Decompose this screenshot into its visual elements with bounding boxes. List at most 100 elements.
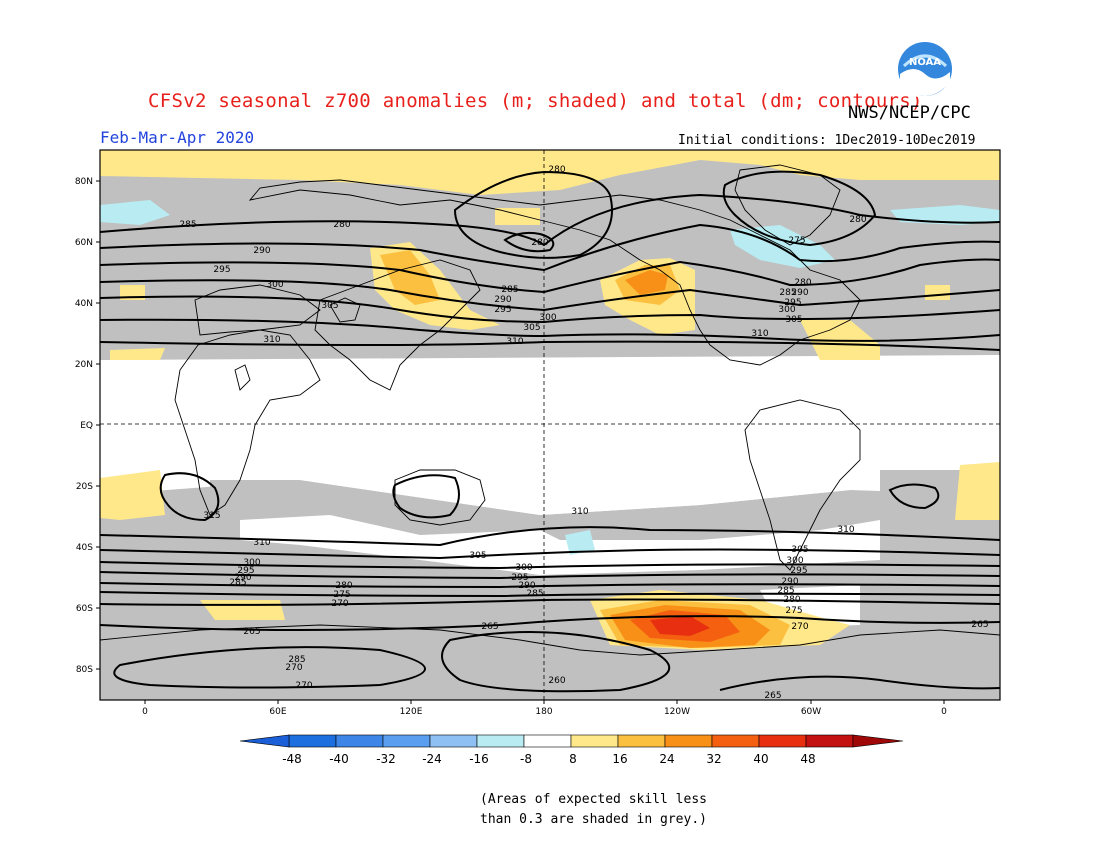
colorbar-ticks: -48 -40 -32 -24 -16 -8 8 16 24 32 40 48 bbox=[282, 752, 815, 766]
contour-label: 280 bbox=[794, 278, 811, 288]
colorbar-low-arrow bbox=[239, 734, 290, 748]
lat-label: 60N bbox=[75, 238, 93, 248]
contour-label: 315 bbox=[203, 511, 220, 521]
contour-label: 310 bbox=[253, 538, 270, 548]
colorbar-tick: -24 bbox=[422, 752, 442, 766]
colorbar-tick: -32 bbox=[376, 752, 396, 766]
contour-labels: 280 280 280 285 290 295 300 305 310 285 … bbox=[179, 165, 988, 701]
colorbar-cell bbox=[570, 734, 619, 748]
contour-label: 280 bbox=[548, 165, 565, 175]
agency-label: NWS/NCEP/CPC bbox=[848, 103, 971, 123]
lat-label: EQ bbox=[80, 421, 93, 431]
contour-label: 285 bbox=[501, 285, 518, 295]
lat-label: 20S bbox=[76, 482, 93, 492]
lon-label: 60W bbox=[801, 707, 821, 717]
contour-label: 310 bbox=[263, 335, 280, 345]
contour-label: 305 bbox=[791, 545, 808, 555]
contour-label: 295 bbox=[790, 566, 807, 576]
contour-label: 310 bbox=[751, 329, 768, 339]
colorbar-tick: 40 bbox=[753, 752, 768, 766]
lon-label: 180 bbox=[535, 707, 552, 717]
colorbar-tick: -48 bbox=[282, 752, 302, 766]
contour-label: 300 bbox=[539, 313, 556, 323]
contour-label: 300 bbox=[778, 305, 795, 315]
contour-label: 275 bbox=[785, 606, 802, 616]
colorbar-tick: 16 bbox=[612, 752, 627, 766]
skill-gaps bbox=[100, 355, 1000, 628]
contour-label: 305 bbox=[469, 551, 486, 561]
contour-label: 270 bbox=[331, 599, 348, 609]
colorbar-tick: -16 bbox=[469, 752, 489, 766]
colorbar-cell bbox=[382, 734, 431, 748]
contour-label: 280 bbox=[335, 581, 352, 591]
contour-label: 280 bbox=[531, 238, 548, 248]
contour-label: 275 bbox=[788, 236, 805, 246]
lon-label: 120W bbox=[664, 707, 690, 717]
contour-label: 310 bbox=[571, 507, 588, 517]
contour-label: 265 bbox=[243, 627, 260, 637]
contour-label: 280 bbox=[783, 595, 800, 605]
height-contours bbox=[99, 170, 1001, 693]
lat-axis: 80N 60N 40N 20N EQ 20S 40S 60S 80S bbox=[75, 177, 93, 675]
contour-label: 260 bbox=[548, 676, 565, 686]
contour-label: 290 bbox=[253, 246, 270, 256]
skill-note-line1: (Areas of expected skill less bbox=[480, 792, 707, 807]
contour-label: 300 bbox=[266, 280, 283, 290]
contour-label: 285 bbox=[526, 589, 543, 599]
colorbar-cell bbox=[476, 734, 525, 748]
map-frame: 280 280 280 285 290 295 300 305 310 285 … bbox=[99, 149, 1001, 701]
contour-label: 285 bbox=[288, 655, 305, 665]
colorbar-tick: 24 bbox=[659, 752, 674, 766]
colorbar-cell bbox=[711, 734, 760, 748]
colorbar-cell bbox=[429, 734, 478, 748]
contour-label: 265 bbox=[481, 622, 498, 632]
contour-label: 295 bbox=[511, 573, 528, 583]
contour-label: 270 bbox=[295, 681, 312, 691]
contour-label: 300 bbox=[786, 556, 803, 566]
contour-label: 280 bbox=[333, 220, 350, 230]
contour-label: 280 bbox=[849, 215, 866, 225]
contour-label: 275 bbox=[333, 590, 350, 600]
contour-label: 290 bbox=[234, 573, 251, 583]
contour-label: 300 bbox=[243, 558, 260, 568]
colorbar-tick: 32 bbox=[706, 752, 721, 766]
forecast-period: Feb-Mar-Apr 2020 bbox=[100, 128, 255, 147]
lat-label: 60S bbox=[76, 604, 93, 614]
colorbar-cell bbox=[664, 734, 713, 748]
contour-label: 310 bbox=[837, 525, 854, 535]
colorbar-cells bbox=[239, 734, 904, 748]
colorbar-tick: -8 bbox=[520, 752, 532, 766]
lon-label: 0 bbox=[941, 707, 947, 717]
map-title: CFSv2 seasonal z700 anomalies (m; shaded… bbox=[148, 90, 923, 112]
contour-label: 295 bbox=[784, 298, 801, 308]
contour-label: 290 bbox=[781, 577, 798, 587]
colorbar-cell bbox=[335, 734, 384, 748]
contour-label: 295 bbox=[237, 566, 254, 576]
lon-label: 120E bbox=[400, 707, 423, 717]
lat-label: 80S bbox=[76, 665, 93, 675]
colorbar-high-arrow bbox=[852, 734, 904, 748]
colorbar-tick: -40 bbox=[329, 752, 349, 766]
lon-axis: 0 60E 120E 180 120W 60W 0 bbox=[142, 707, 947, 717]
colorbar-tick: 8 bbox=[569, 752, 577, 766]
lat-ticks bbox=[96, 180, 100, 670]
colorbar-cell bbox=[758, 734, 807, 748]
contour-label: 305 bbox=[321, 301, 338, 311]
contour-label: 300 bbox=[515, 563, 532, 573]
contour-label: 265 bbox=[764, 691, 781, 701]
positive-anomaly-40-48 bbox=[650, 616, 710, 636]
contour-label: 295 bbox=[213, 265, 230, 275]
contour-label: 290 bbox=[518, 581, 535, 591]
lat-label: 40N bbox=[75, 299, 93, 309]
lat-label: 20N bbox=[75, 360, 93, 370]
colorbar: -48 -40 -32 -24 -16 -8 8 16 24 32 40 48 bbox=[239, 734, 904, 766]
colorbar-cell bbox=[805, 734, 854, 748]
contour-label: 285 bbox=[229, 578, 246, 588]
graticule bbox=[100, 150, 1000, 700]
contour-label: 285 bbox=[179, 220, 196, 230]
lon-ticks bbox=[144, 700, 945, 704]
lat-label: 40S bbox=[76, 543, 93, 553]
colorbar-cell bbox=[523, 734, 572, 748]
colorbar-tick: 48 bbox=[800, 752, 815, 766]
